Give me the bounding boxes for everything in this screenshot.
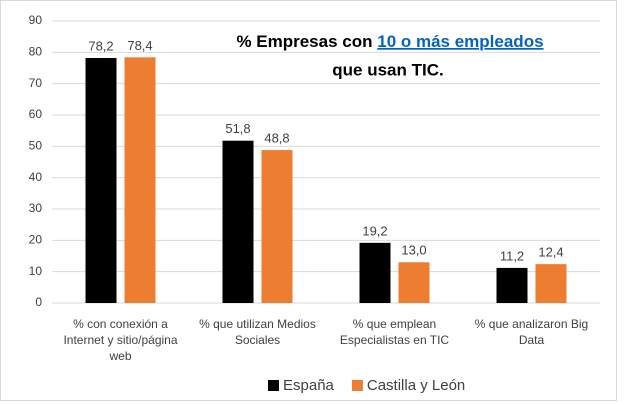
y-tick-label: 0 bbox=[35, 295, 42, 309]
x-tick-label: % que analizaron Big Data bbox=[474, 317, 589, 347]
bar bbox=[359, 242, 391, 303]
y-tick-label: 30 bbox=[29, 201, 43, 215]
bar bbox=[222, 140, 254, 303]
x-tick-label: % que utilizan Medios Sociales bbox=[199, 317, 316, 347]
data-label: 78,2 bbox=[88, 38, 113, 53]
title-prefix: % Empresas con bbox=[236, 32, 372, 51]
data-label: 12,4 bbox=[538, 245, 563, 260]
y-tick-label: 90 bbox=[29, 13, 43, 27]
x-tick-label: % que emplean Especialistas en TIC bbox=[339, 317, 450, 347]
data-label: 48,8 bbox=[264, 131, 289, 146]
bar bbox=[85, 57, 117, 304]
y-tick-label: 60 bbox=[29, 107, 43, 121]
y-tick-label: 50 bbox=[29, 139, 43, 153]
data-label: 19,2 bbox=[362, 223, 387, 238]
bar bbox=[124, 57, 156, 304]
title-highlight: 10 o más empleados bbox=[377, 32, 543, 51]
y-tick-label: 80 bbox=[29, 45, 43, 59]
legend-swatch bbox=[351, 380, 363, 391]
data-label: 11,2 bbox=[500, 248, 524, 263]
bar bbox=[535, 264, 567, 303]
y-tick-label: 20 bbox=[29, 233, 43, 247]
data-label: 78,4 bbox=[127, 38, 152, 53]
y-tick-label: 10 bbox=[29, 264, 43, 278]
legend-label: España bbox=[283, 377, 335, 394]
data-label: 51,8 bbox=[225, 121, 250, 136]
x-tick-label: % con conexión a Internet y sitio/página… bbox=[63, 317, 178, 363]
y-tick-label: 40 bbox=[29, 170, 43, 184]
legend-swatch bbox=[268, 380, 279, 391]
legend-label: Castilla y León bbox=[367, 377, 465, 394]
bar bbox=[496, 267, 528, 303]
data-label: 13,0 bbox=[401, 243, 426, 258]
bar bbox=[261, 150, 293, 303]
chart-title-line2: que usan TIC. bbox=[332, 60, 443, 79]
chart-title: % Empresas con 10 o más empleados bbox=[236, 32, 543, 51]
bar bbox=[398, 262, 430, 303]
chart-border bbox=[0, 0, 617, 401]
y-tick-label: 70 bbox=[29, 76, 43, 90]
